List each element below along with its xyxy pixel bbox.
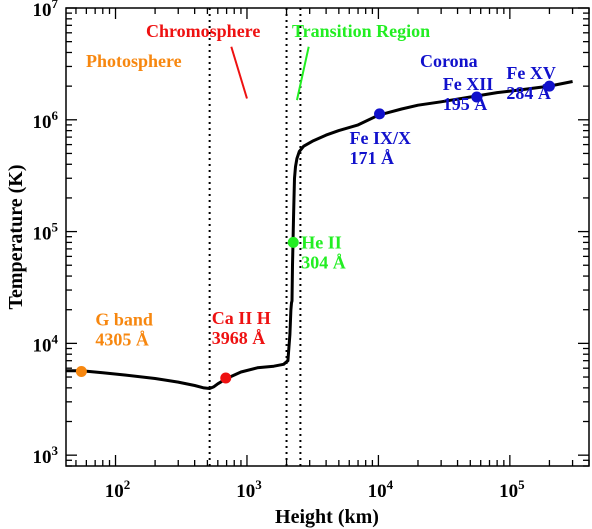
tick-labels: 102 103 104 105 103 104 105 106 107 [33,0,526,502]
x-tick-label: 103 [236,477,262,502]
data-point [471,91,483,103]
data-point [543,80,555,92]
x-tick-label: 105 [499,477,525,502]
series-line-0 [66,80,573,390]
region-pointer-0 [230,46,248,99]
region-pointer-1 [295,46,310,101]
y-tick-label: 103 [33,443,59,468]
region-label-corona: Corona [420,51,478,71]
y-tick-label: 105 [33,220,59,245]
y-axis-title: Temperature (K) [5,165,27,310]
data-point [75,366,87,378]
data-point [220,372,232,384]
point-label: Ca II H 3968 Å [212,308,271,348]
region-boundaries [208,8,302,466]
x-tick-label: 102 [105,477,131,502]
y-tick-label: 107 [33,0,59,21]
point-label: Fe XII 195 Å [443,74,494,114]
y-tick-label: 104 [33,331,59,356]
data-point [287,236,299,248]
data-point [374,108,386,120]
point-label: He II 304 Å [301,232,346,272]
point-label: Fe IX/X 171 Å [350,128,412,168]
y-tick-label: 106 [33,108,59,133]
series-group [66,80,573,390]
region-label-chromosphere: Chromosphere [146,21,260,41]
region-label-photosphere: Photosphere [86,51,182,71]
point-label: G band 4305 Å [95,310,153,350]
region-pointers [230,46,310,101]
region-labels: Photosphere Chromosphere Transition Regi… [86,21,478,71]
x-axis-title: Height (km) [275,506,379,528]
region-label-transition-region: Transition Region [292,21,430,41]
emission-points: G band 4305 Å Ca II H 3968 Å He II 304 Å Fe IX… [75,63,556,384]
point-label: Fe XV 284 Å [506,63,555,103]
x-tick-label: 104 [368,477,394,502]
axis-ticks [66,7,590,467]
